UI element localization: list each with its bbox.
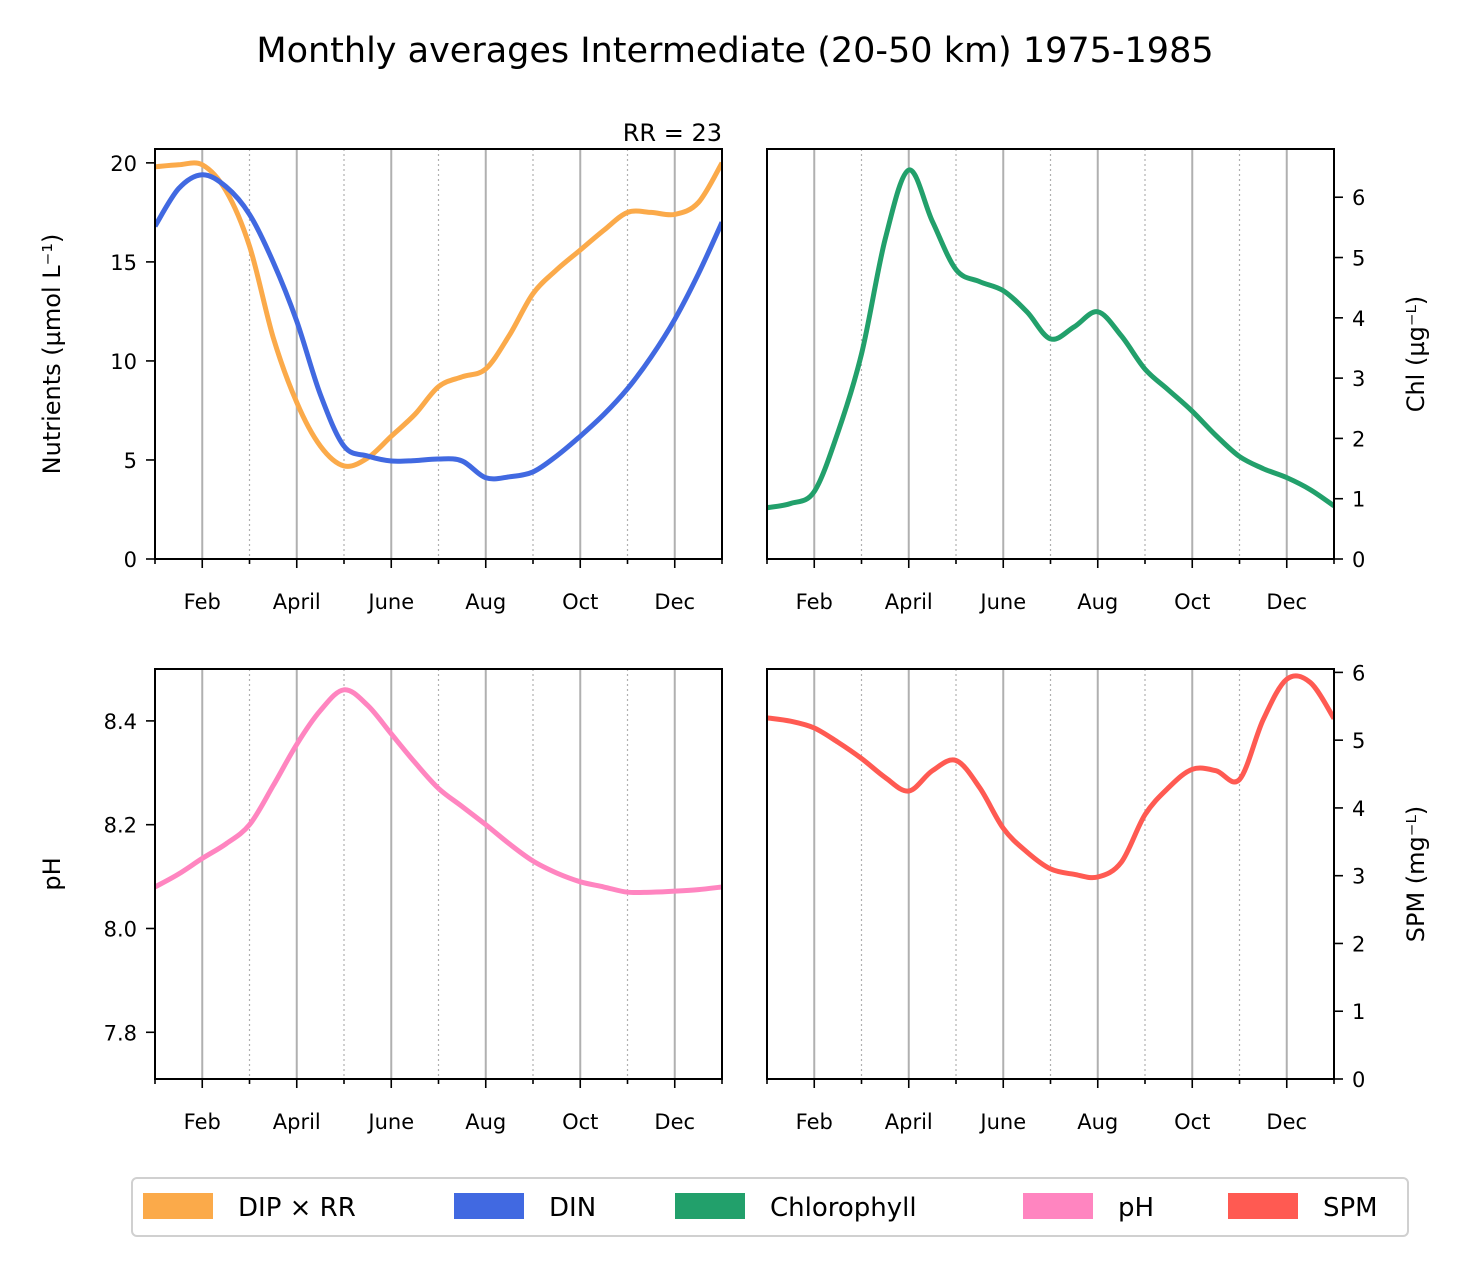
x-tick-label: June — [978, 1110, 1026, 1134]
legend-label: pH — [1118, 1193, 1154, 1223]
y-tick-label: 1 — [1352, 488, 1365, 512]
x-tick-label: Dec — [654, 1110, 695, 1134]
legend-label: DIN — [549, 1193, 596, 1223]
legend-frame — [131, 1177, 1409, 1237]
x-tick-label: Feb — [796, 590, 833, 614]
y-tick-label: 10 — [110, 350, 137, 374]
legend-entry: pH — [1023, 1193, 1154, 1223]
y-tick-label: 0 — [1352, 548, 1365, 572]
legend-entry: Chlorophyll — [675, 1193, 917, 1223]
x-tick-label: April — [885, 1110, 933, 1134]
y-tick-label: 8.0 — [104, 917, 137, 941]
legend-entry: SPM — [1228, 1193, 1378, 1223]
series-group — [155, 160, 722, 482]
y-tick-label: 2 — [1352, 427, 1365, 451]
legend: DIP × RR DIN Chlorophyll pH SPM — [131, 1177, 1409, 1237]
x-tick-label: Oct — [562, 1110, 598, 1134]
y-tick-label: 4 — [1352, 797, 1365, 821]
y-tick-label: 3 — [1352, 865, 1365, 889]
y-tick-label: 5 — [1352, 729, 1365, 753]
x-tick-label: Dec — [1266, 1110, 1307, 1134]
x-tick-label: Oct — [1174, 590, 1210, 614]
x-tick-label: June — [366, 1110, 414, 1134]
y-axis-label: Nutrients (µmol L⁻¹) — [38, 234, 66, 475]
x-tick-label: June — [978, 590, 1026, 614]
x-tick-label: Feb — [184, 1110, 221, 1134]
y-tick-label: 6 — [1352, 661, 1365, 685]
y-axis-label: SPM (mg⁻ᴸ) — [1402, 806, 1430, 942]
y-tick-label: 0 — [1352, 1068, 1365, 1092]
y-tick-label: 4 — [1352, 307, 1365, 331]
legend-entry: DIP × RR — [143, 1193, 356, 1223]
y-tick-label: 0 — [124, 548, 137, 572]
legend-label: Chlorophyll — [770, 1193, 917, 1223]
legend-swatch — [1023, 1193, 1093, 1219]
y-tick-label: 3 — [1352, 367, 1365, 391]
x-tick-label: June — [366, 590, 414, 614]
series-line — [155, 687, 722, 896]
series-line — [767, 673, 1334, 881]
annotation-label: RR = 23 — [623, 119, 722, 147]
x-tick-label: Feb — [796, 1110, 833, 1134]
x-tick-label: Oct — [562, 590, 598, 614]
series-group — [155, 687, 722, 896]
x-tick-label: Dec — [1266, 590, 1307, 614]
series-group — [767, 167, 1334, 511]
y-tick-label: 7.8 — [104, 1021, 137, 1045]
panel-spm: Feb April June Aug Oct Dec 0 1 2 3 4 5 6 SPM (mg⁻ᴸ) — [766, 661, 1430, 1134]
x-tick-label: April — [273, 590, 321, 614]
x-tick-label: Feb — [184, 590, 221, 614]
x-tick-label: April — [273, 1110, 321, 1134]
y-tick-label: 5 — [124, 449, 137, 473]
y-tick-label: 20 — [110, 152, 137, 176]
y-tick-label: 8.4 — [104, 710, 137, 734]
panel-chlorophyll: Feb April June Aug Oct Dec 0 1 2 3 4 5 6 Chl (µg⁻ᴸ) — [766, 148, 1430, 614]
y-tick-label: 6 — [1352, 186, 1365, 210]
legend-swatch — [1228, 1193, 1298, 1219]
y-tick-label: 5 — [1352, 247, 1365, 271]
x-tick-label: April — [885, 590, 933, 614]
x-tick-label: Aug — [1077, 590, 1118, 614]
legend-label: DIP × RR — [238, 1193, 356, 1223]
series-line — [155, 160, 722, 469]
x-tick-label: Aug — [465, 590, 506, 614]
legend-swatch — [675, 1193, 745, 1219]
y-tick-label: 2 — [1352, 932, 1365, 956]
series-group — [767, 673, 1334, 881]
y-tick-label: 1 — [1352, 1000, 1365, 1024]
series-line — [767, 167, 1334, 511]
y-tick-label: 8.2 — [104, 814, 137, 838]
x-tick-label: Aug — [465, 1110, 506, 1134]
series-line — [155, 172, 722, 482]
x-tick-label: Oct — [1174, 1110, 1210, 1134]
x-tick-label: Aug — [1077, 1110, 1118, 1134]
x-tick-label: Dec — [654, 590, 695, 614]
panel-nutrients: Feb April June Aug Oct Dec 0 5 10 15 20 Nutrients (… — [38, 119, 723, 614]
panel-ph: Feb April June Aug Oct Dec 7.8 8.0 8.2 8.4 pH — [38, 668, 723, 1134]
y-axis-label: pH — [38, 857, 66, 890]
y-tick-label: 15 — [110, 251, 137, 275]
legend-label: SPM — [1323, 1193, 1378, 1223]
legend-entry: DIN — [454, 1193, 596, 1223]
y-axis-label: Chl (µg⁻ᴸ) — [1402, 296, 1430, 413]
figure-title: Monthly averages Intermediate (20-50 km)… — [256, 31, 1213, 71]
legend-swatch — [454, 1193, 524, 1219]
legend-swatch — [143, 1193, 213, 1219]
